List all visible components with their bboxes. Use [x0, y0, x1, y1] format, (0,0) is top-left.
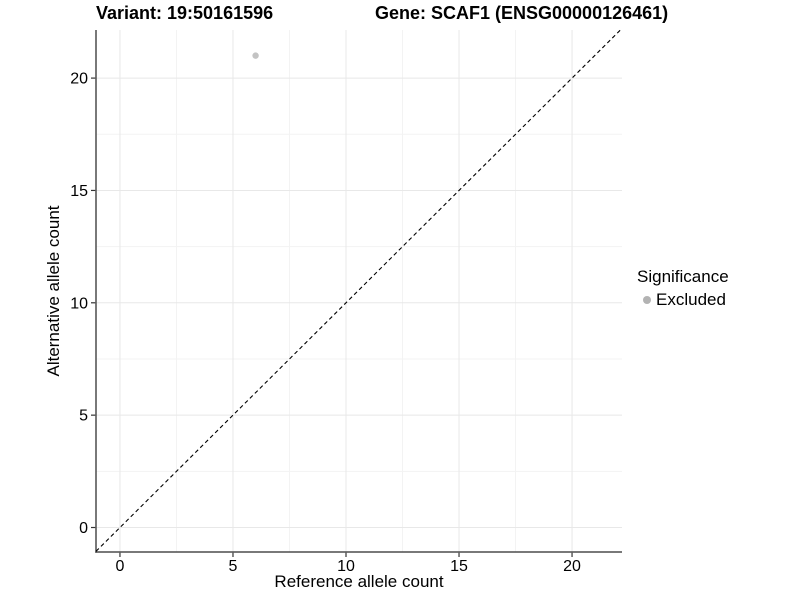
- legend-item-label: Excluded: [656, 290, 726, 309]
- y-tick-label: 5: [79, 408, 88, 425]
- x-tick-label: 20: [563, 558, 581, 575]
- legend-key-dot-icon: [643, 296, 651, 304]
- identity-dashed-line: [95, 29, 621, 552]
- y-tick-label: 0: [79, 520, 88, 537]
- data-point: [252, 52, 259, 59]
- x-tick-label: 10: [337, 558, 355, 575]
- legend-title: Significance: [637, 267, 729, 286]
- legend-item-excluded: Excluded: [637, 290, 729, 310]
- x-tick-label: 15: [450, 558, 468, 575]
- y-axis-title: Alternative allele count: [44, 205, 63, 377]
- plot-title-variant: Variant: 19:50161596: [96, 3, 274, 23]
- legend: Significance Excluded: [637, 267, 729, 310]
- x-tick-label: 0: [116, 558, 125, 575]
- y-tick-label: 10: [70, 295, 88, 312]
- x-tick-label: 5: [229, 558, 238, 575]
- plot-title-gene: Gene: SCAF1 (ENSG00000126461): [375, 3, 669, 23]
- x-axis-title: Reference allele count: [274, 572, 444, 591]
- y-tick-label: 15: [70, 183, 88, 200]
- y-tick-label: 20: [70, 71, 88, 88]
